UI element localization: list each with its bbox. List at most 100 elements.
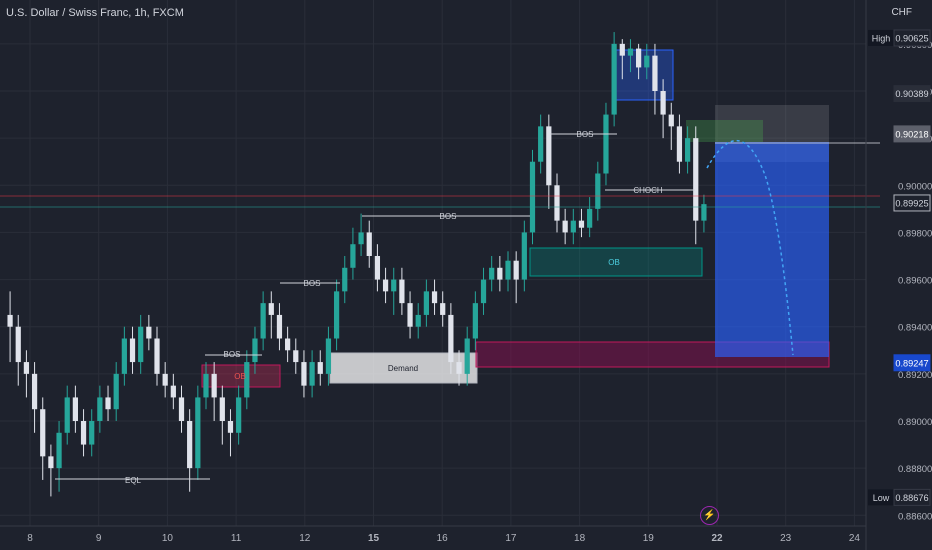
candle-body [219, 397, 225, 421]
candle-body [80, 421, 87, 445]
candle-body [652, 55, 658, 91]
candle-body [252, 338, 258, 363]
x-tick-label: 22 [711, 533, 723, 544]
x-tick-label: 24 [849, 533, 861, 544]
candle-body [407, 303, 413, 327]
candle-body [40, 409, 46, 457]
candle-body [64, 397, 70, 433]
x-axis[interactable]: 8 9 10 11 12 15 16 17 18 19 22 23 24 [27, 533, 860, 544]
price-tag-value: 0.88676 [895, 493, 928, 503]
candle-body [570, 220, 576, 233]
price-tag-label-bg [868, 29, 894, 46]
candle-body [178, 397, 185, 421]
annotation-label: Demand [388, 364, 418, 373]
candle-body [105, 397, 111, 410]
y-tick-label: 0.89600 [898, 276, 932, 287]
candle-body [538, 126, 544, 162]
candle-body [619, 43, 625, 56]
candle-body [113, 373, 119, 410]
candle-body [301, 362, 307, 386]
candle-body [521, 232, 527, 280]
candle-body [187, 421, 193, 469]
x-tick-label: 15 [368, 533, 380, 544]
candle-body [611, 43, 617, 115]
candle-body [195, 397, 201, 469]
candle-body [325, 338, 332, 374]
candle-body [627, 48, 634, 56]
candle-body [399, 279, 405, 304]
price-tag-bg [893, 85, 931, 103]
candles-layer [7, 32, 707, 497]
candle-body [358, 232, 364, 245]
x-tick-label: 18 [574, 533, 586, 544]
candle-body [56, 432, 62, 469]
annotation-label: OB [234, 372, 246, 381]
ob-zone-small-red [201, 364, 281, 388]
candle-body [129, 338, 136, 363]
x-tick-label: 11 [231, 533, 242, 544]
candle-body [366, 232, 372, 256]
candle-body [146, 326, 152, 339]
candle-body [603, 114, 609, 174]
candle-body [285, 338, 291, 351]
price-tag-value: 0.90625 [895, 33, 928, 43]
candle-body [23, 362, 30, 374]
y-tick-label: 0.89400 [898, 323, 932, 334]
price-tag-bg [893, 488, 931, 506]
price-tag-label: High [872, 33, 891, 43]
candle-body [644, 55, 650, 68]
candle-body [89, 421, 95, 445]
candle-body [513, 260, 519, 280]
candle-body [529, 161, 536, 233]
lightning-icon[interactable]: ⚡ [700, 506, 719, 525]
candle-body [497, 267, 503, 280]
candle-body [170, 385, 176, 398]
candle-body [162, 373, 168, 386]
x-tick-label: 16 [437, 533, 449, 544]
candle-body [423, 291, 429, 315]
candle-body [382, 279, 389, 292]
candle-body [546, 126, 552, 186]
candle-body [562, 220, 568, 233]
annotation-label: OB [608, 258, 620, 267]
candle-body [7, 314, 13, 327]
annotation-label: BOS [440, 212, 457, 221]
candle-body [15, 326, 21, 363]
candle-body [489, 267, 495, 280]
candle-body [244, 362, 250, 398]
x-tick-label: 9 [96, 533, 102, 544]
candle-body [456, 362, 462, 374]
candle-body [333, 291, 340, 339]
x-tick-label: 8 [27, 533, 33, 544]
candle-body [431, 291, 438, 304]
price-tags: High 0.90625 0.90389 0.90218 0.89925 0.89247 L… [868, 29, 931, 506]
y-tick-label: 0.89800 [898, 228, 932, 239]
annotation-label: BOS [577, 130, 594, 139]
currency-label: CHF [891, 7, 912, 18]
annotation-label: CHOCH [633, 186, 663, 195]
candle-body [391, 279, 397, 292]
trade-target-zone [715, 142, 829, 357]
candle-body [227, 421, 234, 433]
price-tag-bg [893, 125, 931, 143]
symbol-title[interactable]: U.S. Dollar / Swiss Franc, 1h, FXCM [6, 7, 184, 19]
candle-body [309, 362, 315, 386]
candle-body [317, 362, 323, 374]
price-tag-bg [893, 194, 931, 212]
x-tick-label: 17 [505, 533, 517, 544]
candle-body [415, 314, 421, 327]
y-tick-label: 0.88800 [898, 464, 932, 475]
candle-body [211, 373, 217, 398]
candle-body [668, 114, 674, 127]
candle-body [693, 138, 699, 221]
candle-body [660, 91, 666, 115]
y-tick-label: 0.88600 [898, 511, 932, 522]
candle-body [554, 185, 560, 221]
candle-body [293, 350, 299, 363]
candle-body [448, 314, 454, 363]
projection-curve [706, 139, 794, 356]
candle-body [48, 456, 54, 469]
x-tick-label: 19 [643, 533, 655, 544]
annotation-label: BOS [224, 350, 241, 359]
